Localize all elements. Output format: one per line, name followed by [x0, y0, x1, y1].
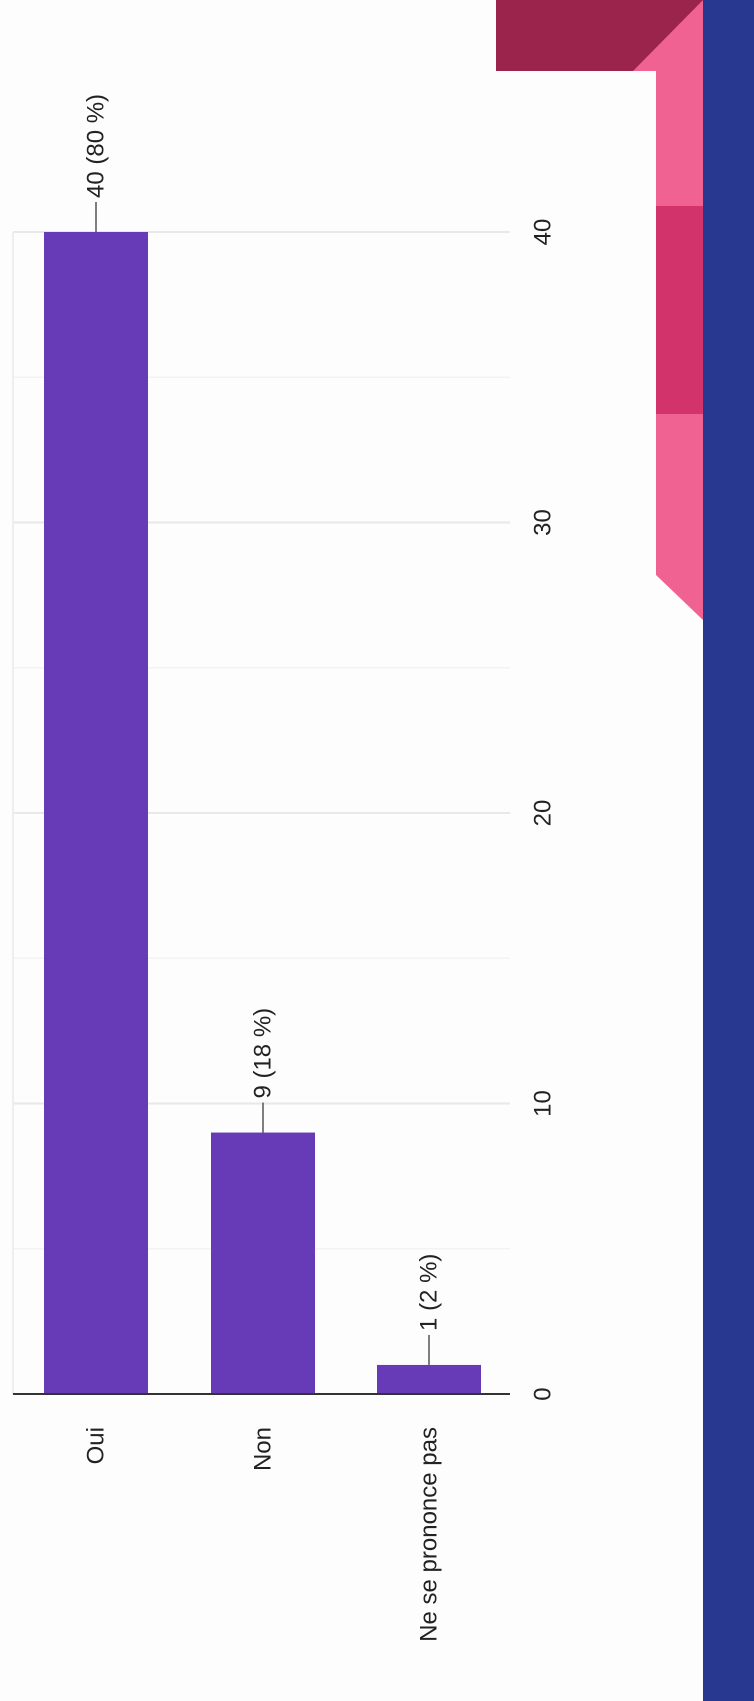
y-tick-label: 30 — [530, 509, 557, 536]
y-tick-label: 20 — [530, 800, 557, 827]
value-label: 40 (80 %) — [83, 94, 110, 198]
decor-pink-bottom — [656, 414, 703, 620]
decor-blue-band — [703, 0, 754, 1701]
decor-magenta — [656, 206, 703, 414]
bar — [44, 232, 148, 1394]
y-tick-label: 0 — [530, 1387, 557, 1400]
y-tick-label: 10 — [530, 1090, 557, 1117]
bar — [211, 1132, 315, 1394]
value-label: 1 (2 %) — [416, 1254, 443, 1331]
x-tick-label: Ne se prononce pas — [416, 1427, 443, 1642]
value-label: 9 (18 %) — [250, 1008, 277, 1099]
x-tick-label: Non — [250, 1427, 277, 1471]
bar — [377, 1364, 481, 1394]
decor-pink-top — [633, 0, 703, 206]
y-tick-label: 40 — [530, 219, 557, 246]
x-tick-label: Oui — [83, 1427, 110, 1464]
